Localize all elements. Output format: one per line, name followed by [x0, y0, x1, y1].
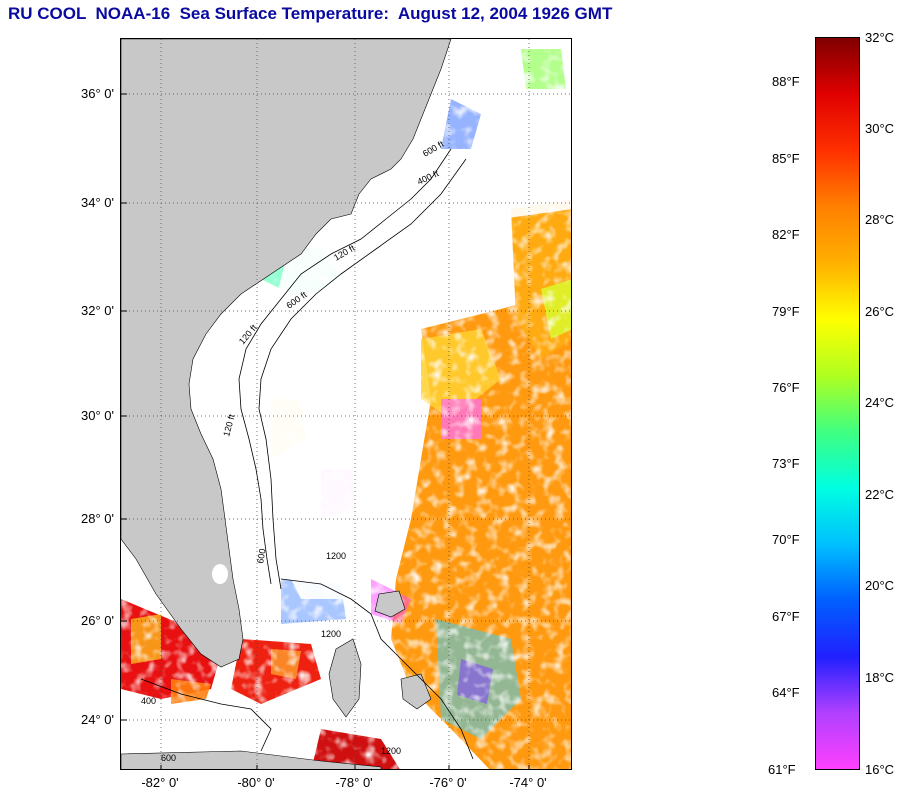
lat-label: 28° 0' — [81, 511, 114, 526]
lat-label: 24° 0' — [81, 712, 114, 727]
map-title: RU COOL NOAA-16 Sea Surface Temperature:… — [8, 4, 613, 23]
lake-okeechobee — [212, 564, 228, 584]
colorbar-fahrenheit-label: 85°F — [772, 151, 800, 166]
colorbar-fahrenheit-label: 67°F — [772, 609, 800, 624]
land-island — [400, 673, 432, 710]
colorbar-fahrenheit-label: 73°F — [772, 456, 800, 471]
axis-ticks — [121, 93, 530, 769]
lon-label: -80° 0' — [237, 775, 275, 790]
cloud-blanket — [251, 62, 571, 599]
colorbar-fahrenheit-label: 79°F — [772, 304, 800, 319]
sst-map-canvas: 400 ft 120 ft 600 ft 120 ft 600 ft 120 f… — [121, 39, 571, 769]
colorbar-celsius-label: 16°C — [865, 762, 895, 777]
lat-lon-grid — [121, 39, 571, 769]
contour-label: 1200 — [381, 746, 401, 756]
contour-label: 400 — [141, 696, 156, 706]
lon-label: -82° 0' — [141, 775, 179, 790]
colorbar-celsius-label: 30°C — [865, 121, 895, 136]
colorbar-fahrenheit-label: 88°F — [772, 74, 800, 89]
land-grand-bahama — [374, 590, 406, 618]
colorbar-fahrenheit-label: 76°F — [772, 380, 800, 395]
lon-label: -78° 0' — [335, 775, 373, 790]
colorbar-celsius-label: 20°C — [865, 578, 895, 593]
colorbar-celsius-label: 18°C — [865, 670, 895, 685]
land-bahamas — [328, 638, 362, 718]
colorbar-celsius-label: 22°C — [865, 487, 895, 502]
lat-label: 26° 0' — [81, 613, 114, 628]
colorbar-fahrenheit-label: 70°F — [772, 532, 800, 547]
lat-label: 30° 0' — [81, 408, 114, 423]
lat-label: 32° 0' — [81, 303, 114, 318]
bathymetry-contours — [140, 148, 474, 760]
lat-label: 36° 0' — [81, 86, 114, 101]
colorbar-celsius-label: 32°C — [865, 30, 895, 45]
land-cuba — [121, 750, 382, 769]
lat-label: 34° 0' — [81, 195, 114, 210]
colorbar-fahrenheit-label: 61°F — [768, 762, 796, 777]
contour-label: 1200 — [326, 551, 346, 561]
contour-label: 1200 — [321, 629, 341, 639]
colorbar-celsius-label: 28°C — [865, 212, 895, 227]
land-mainland — [121, 39, 452, 668]
lon-label: -76° 0' — [429, 775, 467, 790]
colorbar-fahrenheit-label: 82°F — [772, 227, 800, 242]
contour-label: 600 — [161, 753, 176, 763]
colorbar-celsius-label: 26°C — [865, 304, 895, 319]
sst-map: 400 ft 120 ft 600 ft 120 ft 600 ft 120 f… — [120, 38, 572, 770]
lon-label: -74° 0' — [509, 775, 547, 790]
contour-label: 600 — [255, 548, 267, 565]
colorbar-celsius-label: 24°C — [865, 395, 895, 410]
temperature-colorbar — [815, 37, 860, 770]
colorbar-fahrenheit-label: 64°F — [772, 685, 800, 700]
